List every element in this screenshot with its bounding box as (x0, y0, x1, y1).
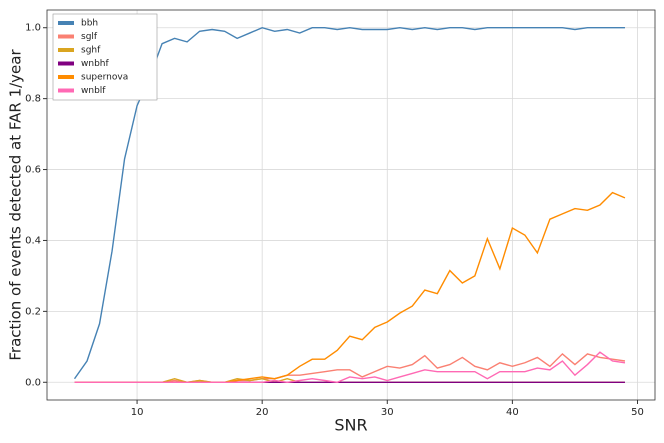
legend-label: bbh (81, 19, 98, 29)
series-line (74, 351, 626, 383)
x-tick-label: 40 (506, 407, 519, 418)
x-axis-label: SNR (334, 416, 367, 435)
x-tick-label: 20 (256, 407, 269, 418)
legend-label: sghf (81, 46, 101, 56)
series-line (73, 26, 625, 380)
y-tick-label: 1.0 (25, 23, 41, 34)
legend-swatch (58, 48, 74, 52)
legend-swatch (58, 75, 74, 79)
y-tick-label: 0.0 (25, 377, 41, 388)
y-tick-label: 0.8 (25, 94, 41, 105)
legend-label: supernova (81, 73, 128, 83)
y-tick-label: 0.2 (25, 306, 41, 317)
y-tick-label: 0.4 (25, 235, 41, 246)
legend-swatch (58, 88, 74, 93)
y-tick-label: 0.6 (25, 165, 41, 176)
legend-label: wnbhf (81, 59, 109, 69)
legend-label: wnblf (81, 86, 106, 96)
legend-box (52, 13, 158, 101)
plot-frame (46, 9, 656, 401)
legend-swatch (58, 21, 74, 25)
x-tick-label: 50 (631, 407, 644, 418)
legend-swatch (58, 61, 74, 66)
legend-swatch (58, 34, 74, 39)
x-tick-label: 10 (131, 407, 144, 418)
x-tick-label: 30 (381, 407, 394, 418)
legend: bbh sglf sghf wnbhf supernova wnblf (52, 13, 158, 101)
y-axis-label: Fraction of events detected at FAR 1/yea… (7, 49, 25, 361)
legend-label: sglf (81, 32, 98, 42)
